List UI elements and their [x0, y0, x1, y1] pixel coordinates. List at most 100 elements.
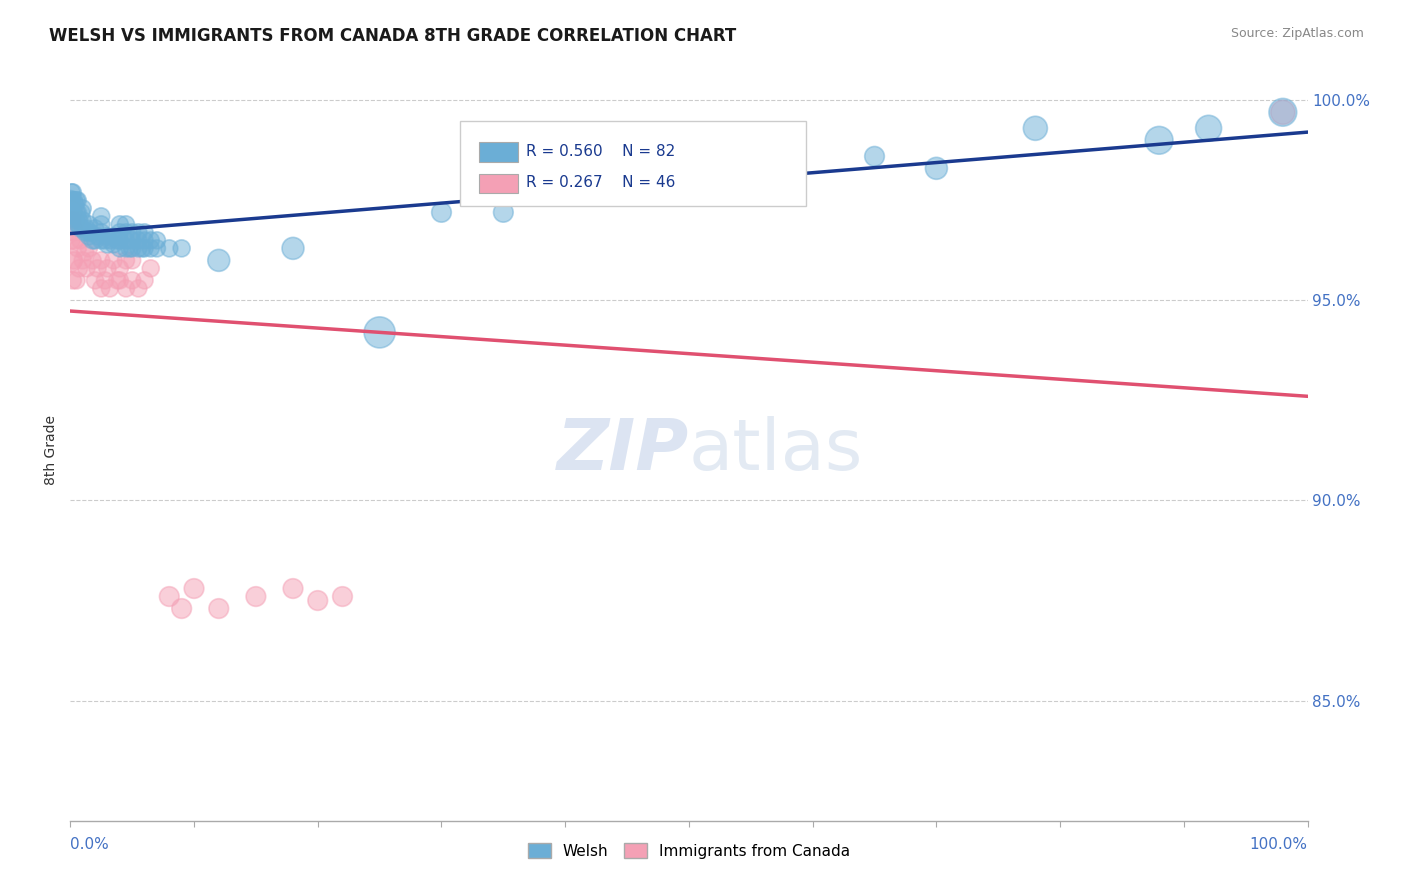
Point — [62, 273, 84, 287]
FancyBboxPatch shape — [460, 121, 807, 206]
Point — [60, 233, 83, 247]
Point — [59, 221, 82, 235]
Point — [90, 253, 112, 268]
Point — [134, 225, 156, 239]
Point — [66, 241, 89, 255]
Point — [59, 202, 82, 216]
Point — [127, 233, 149, 247]
Point — [307, 593, 329, 607]
Point — [86, 261, 108, 276]
Text: ZIP: ZIP — [557, 416, 689, 485]
Point — [94, 273, 117, 287]
Point — [65, 233, 87, 247]
Point — [115, 281, 138, 295]
Point — [368, 326, 391, 340]
Point — [65, 197, 87, 211]
Point — [108, 218, 131, 232]
Text: atlas: atlas — [689, 416, 863, 485]
Point — [134, 241, 156, 255]
Point — [245, 590, 267, 604]
Legend: Welsh, Immigrants from Canada: Welsh, Immigrants from Canada — [522, 837, 856, 865]
Point — [90, 225, 112, 239]
Text: R = 0.560    N = 82: R = 0.560 N = 82 — [526, 144, 675, 159]
Point — [67, 213, 90, 227]
Point — [90, 281, 112, 295]
Point — [59, 218, 82, 232]
Point — [115, 253, 138, 268]
Point — [62, 213, 84, 227]
Point — [79, 225, 101, 239]
Point — [127, 281, 149, 295]
Point — [170, 241, 193, 255]
Point — [281, 582, 304, 596]
Point — [63, 210, 86, 224]
Point — [60, 213, 83, 227]
Point — [96, 237, 118, 252]
Point — [65, 210, 87, 224]
Point — [121, 241, 143, 255]
Point — [63, 253, 86, 268]
Point — [430, 205, 453, 219]
Point — [115, 218, 138, 232]
Point — [139, 233, 162, 247]
Point — [75, 225, 97, 239]
Point — [1271, 105, 1294, 120]
Point — [105, 273, 128, 287]
Text: 0.0%: 0.0% — [70, 837, 110, 852]
Point — [108, 273, 131, 287]
Point — [98, 233, 121, 247]
Point — [60, 186, 83, 200]
Y-axis label: 8th Grade: 8th Grade — [45, 416, 59, 485]
Point — [108, 233, 131, 247]
Point — [60, 202, 83, 216]
Point — [127, 225, 149, 239]
Point — [1024, 121, 1046, 136]
Point — [105, 233, 128, 247]
Point — [75, 245, 97, 260]
Point — [115, 225, 138, 239]
Point — [115, 241, 138, 255]
Point — [118, 241, 141, 255]
Point — [121, 253, 143, 268]
Point — [103, 237, 125, 252]
Point — [65, 213, 87, 227]
Point — [740, 153, 762, 168]
Point — [115, 233, 138, 247]
Point — [121, 273, 143, 287]
Point — [170, 601, 193, 615]
Point — [1271, 105, 1294, 120]
Point — [108, 241, 131, 255]
Text: R = 0.267    N = 46: R = 0.267 N = 46 — [526, 175, 675, 190]
Point — [139, 261, 162, 276]
Point — [127, 241, 149, 255]
Point — [98, 281, 121, 295]
Point — [63, 194, 86, 208]
Point — [96, 261, 118, 276]
FancyBboxPatch shape — [478, 174, 519, 193]
Point — [103, 229, 125, 244]
Point — [65, 205, 87, 219]
Point — [60, 194, 83, 208]
Point — [139, 241, 162, 255]
Point — [121, 225, 143, 239]
Point — [157, 590, 180, 604]
Point — [208, 253, 231, 268]
Point — [66, 205, 89, 219]
Point — [90, 218, 112, 232]
Point — [183, 582, 205, 596]
Point — [332, 590, 354, 604]
Point — [66, 218, 89, 232]
Point — [96, 229, 118, 244]
Point — [90, 233, 112, 247]
Point — [69, 221, 91, 235]
Point — [94, 233, 117, 247]
Point — [84, 273, 107, 287]
Point — [84, 233, 107, 247]
Point — [281, 241, 304, 255]
Point — [59, 194, 82, 208]
Point — [103, 253, 125, 268]
Point — [925, 161, 948, 176]
Point — [67, 261, 90, 276]
Point — [108, 261, 131, 276]
Point — [69, 233, 91, 247]
